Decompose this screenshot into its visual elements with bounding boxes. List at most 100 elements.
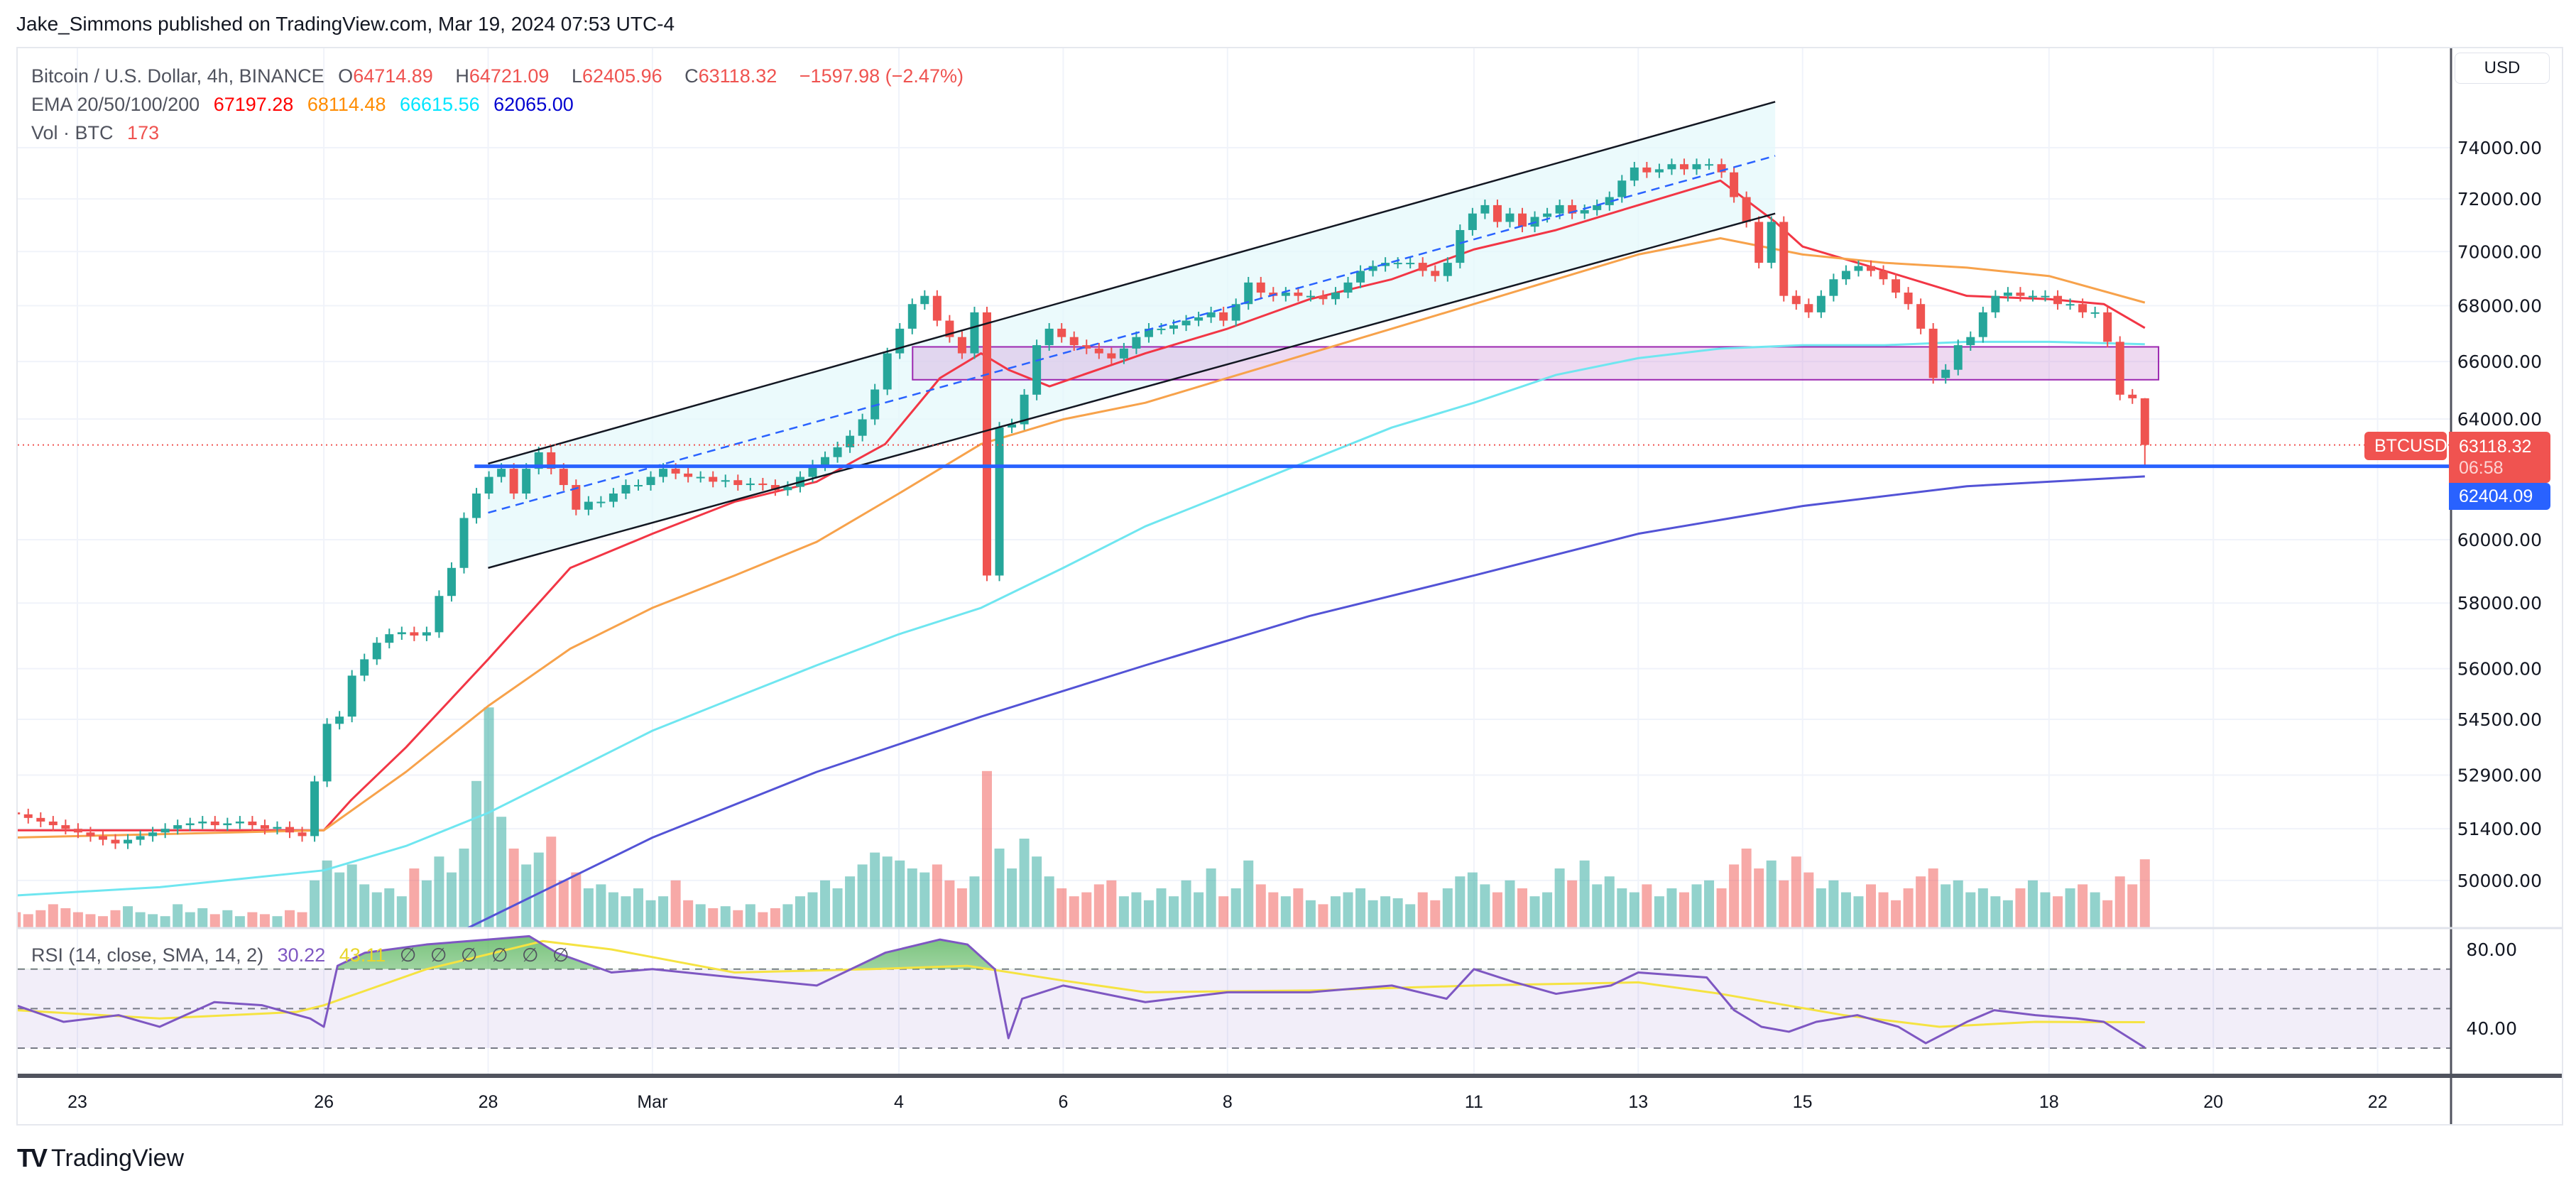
candle-body: [1791, 295, 1801, 305]
published-by-text: Jake_Simmons published on TradingView.co…: [16, 13, 675, 35]
volume-bar: [1131, 892, 1142, 928]
candle-body: [1730, 172, 1739, 197]
candle-body: [1879, 271, 1888, 280]
candle-body: [659, 469, 668, 477]
volume-bar: [222, 910, 233, 928]
volume-bar: [658, 896, 669, 928]
candle-body: [1281, 293, 1290, 296]
volume-bar: [1455, 876, 1466, 928]
rsi-value: 30.22: [277, 944, 326, 966]
candle-body: [1144, 328, 1153, 337]
volume-bar: [521, 864, 532, 928]
candle-body: [1966, 337, 1975, 346]
candle-body: [36, 817, 45, 822]
volume-bar: [1928, 868, 1938, 928]
candle-body: [1008, 424, 1017, 428]
volume-bar: [1953, 880, 1963, 928]
candle-body: [335, 716, 344, 724]
volume-bar: [2114, 876, 2125, 928]
volume-bar: [1318, 904, 1328, 928]
volume-bar: [1143, 900, 1154, 928]
candle-body: [1306, 295, 1315, 298]
candle-body: [522, 469, 531, 494]
volume-bar: [259, 914, 270, 928]
symbol-title[interactable]: Bitcoin / U.S. Dollar, 4h, BINANCE: [31, 65, 324, 87]
candle-body: [397, 632, 406, 635]
price-axis-label: 52900.00: [2457, 765, 2542, 785]
candle-body: [73, 829, 82, 833]
candle-body: [1492, 205, 1502, 222]
candle-body: [2065, 304, 2075, 306]
candle-body: [2090, 312, 2100, 314]
candle-body: [310, 781, 320, 836]
candle-body: [1978, 312, 1987, 337]
candle-body: [124, 839, 133, 844]
candle-body: [758, 483, 768, 486]
chart-frame: [16, 47, 2563, 1126]
candle-body: [1705, 164, 1714, 166]
candle-body: [360, 659, 369, 676]
candle-body: [136, 836, 145, 840]
volume-label[interactable]: Vol · BTC: [31, 122, 114, 143]
volume-bar: [758, 912, 768, 928]
candle-body: [1941, 369, 1950, 378]
volume-bar: [297, 912, 307, 928]
symbol-legend: Bitcoin / U.S. Dollar, 4h, BINANCE O6471…: [31, 65, 972, 87]
currency-button[interactable]: USD: [2455, 53, 2550, 84]
volume-bar: [1430, 900, 1441, 928]
channel-mid-line: [488, 155, 1776, 514]
volume-bar: [23, 914, 33, 928]
candle-body: [957, 337, 966, 354]
price-axis-label: 54500.00: [2457, 709, 2542, 730]
candle-body: [821, 457, 830, 466]
candle-body: [23, 814, 33, 818]
drawings-front[interactable]: [18, 101, 2451, 569]
volume-bar: [2139, 859, 2150, 928]
rsi-label[interactable]: RSI (14, close, SMA, 14, 2): [31, 944, 264, 966]
candle-body: [1816, 295, 1825, 312]
candle-body: [61, 825, 70, 829]
candle-body: [1294, 293, 1303, 296]
volume-bar: [1069, 896, 1079, 928]
volume-bar: [1803, 872, 1814, 928]
candle-body: [148, 832, 158, 836]
volume-bar: [807, 892, 818, 928]
price-axis-label: 51400.00: [2457, 819, 2542, 839]
volume-bar: [285, 910, 295, 928]
candle-body: [1331, 293, 1340, 300]
candle-body: [298, 832, 307, 836]
volume-bar: [1617, 888, 1627, 928]
rsi-na-value: ∅: [460, 944, 478, 966]
candle-body: [260, 825, 269, 829]
volume-bar: [1007, 868, 1017, 928]
axes[interactable]: 23 26 28 Mar 4 6 8 11 13 15 18 20 22 74000.00 72000.00…: [18, 48, 2563, 1126]
candle-body: [1044, 328, 1054, 346]
volume-bar: [1965, 892, 1976, 928]
rsi-axis-label: 40.00: [2466, 1018, 2517, 1039]
candle-body: [1953, 345, 1963, 370]
volume-bar: [359, 884, 370, 928]
ema-label[interactable]: EMA 20/50/100/200: [31, 94, 200, 115]
time-axis-label: 6: [1058, 1092, 1068, 1112]
volume-bar: [1218, 896, 1229, 928]
volume-bar: [148, 914, 158, 928]
volume-bar: [97, 916, 108, 928]
candle-body: [696, 476, 705, 479]
tradingview-logo-icon: TV: [17, 1143, 48, 1172]
volume-bar: [209, 914, 220, 928]
candle-body: [1505, 213, 1515, 222]
candle-body: [633, 485, 643, 487]
rsi-na-value: ∅: [552, 944, 569, 966]
ohlc-high: H64721.09: [455, 65, 550, 87]
volume-bar: [185, 912, 195, 928]
tradingview-logo[interactable]: TV TradingView: [17, 1143, 184, 1173]
candle-body: [497, 469, 506, 477]
candle-body: [1418, 263, 1427, 271]
time-axis-label: 22: [2368, 1092, 2388, 1112]
candle-body: [1654, 169, 1664, 173]
rsi-sma-value: 43.11: [339, 944, 386, 966]
candle-body: [1468, 213, 1477, 230]
candle-body: [173, 825, 182, 829]
candle-body: [559, 469, 568, 486]
